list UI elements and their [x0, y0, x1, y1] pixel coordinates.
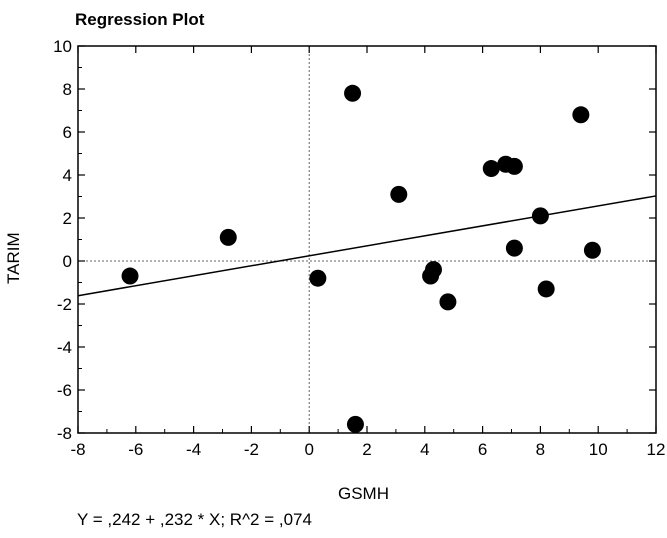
- chart-title: Regression Plot: [75, 10, 205, 29]
- data-point: [531, 207, 549, 225]
- x-tick-label: 4: [420, 440, 429, 459]
- y-tick-label: -8: [57, 424, 72, 443]
- data-point: [439, 293, 457, 311]
- x-tick-label: -2: [244, 440, 259, 459]
- y-tick-label: 0: [63, 252, 72, 271]
- y-tick-label: 8: [63, 80, 72, 99]
- data-point: [424, 261, 442, 279]
- x-tick-label: 12: [647, 440, 666, 459]
- data-point: [505, 239, 523, 257]
- tick-label-group: -8 -6 -4 -2 0 2 4 6 8 10 12 -8 -6 -4 -2 0 2 4 6 8 10: [53, 37, 665, 459]
- y-tick-label: 10: [53, 37, 72, 56]
- regression-line: [77, 195, 657, 297]
- x-tick-label: 6: [478, 440, 487, 459]
- y-tick-label: -2: [57, 295, 72, 314]
- y-tick-label: -6: [57, 381, 72, 400]
- data-point: [121, 267, 139, 285]
- y-tick-label: 4: [63, 166, 72, 185]
- x-tick-label: 2: [362, 440, 371, 459]
- x-axis-label: GSMH: [338, 484, 389, 503]
- data-point: [505, 157, 523, 175]
- x-tick-label: -4: [186, 440, 201, 459]
- y-tick-label: 6: [63, 123, 72, 142]
- data-point: [346, 415, 364, 433]
- x-tick-label: -8: [70, 440, 85, 459]
- data-point: [309, 269, 327, 287]
- regression-equation: Y = ,242 + ,232 * X; R^2 = ,074: [77, 510, 312, 529]
- data-point: [537, 280, 555, 298]
- data-point: [583, 241, 601, 259]
- data-point: [390, 185, 408, 203]
- y-tick-label: 2: [63, 209, 72, 228]
- point-group: [121, 84, 601, 433]
- data-point: [219, 228, 237, 246]
- data-point: [344, 84, 362, 102]
- y-axis-label: TARIM: [4, 232, 23, 284]
- y-tick-label: -4: [57, 338, 72, 357]
- plot-frame: [77, 45, 657, 434]
- x-tick-label: 10: [589, 440, 608, 459]
- tick-group: [77, 45, 657, 434]
- data-point: [482, 160, 500, 178]
- data-point: [572, 106, 590, 124]
- x-tick-label: 0: [304, 440, 313, 459]
- x-tick-label: -6: [128, 440, 143, 459]
- x-tick-label: 8: [536, 440, 545, 459]
